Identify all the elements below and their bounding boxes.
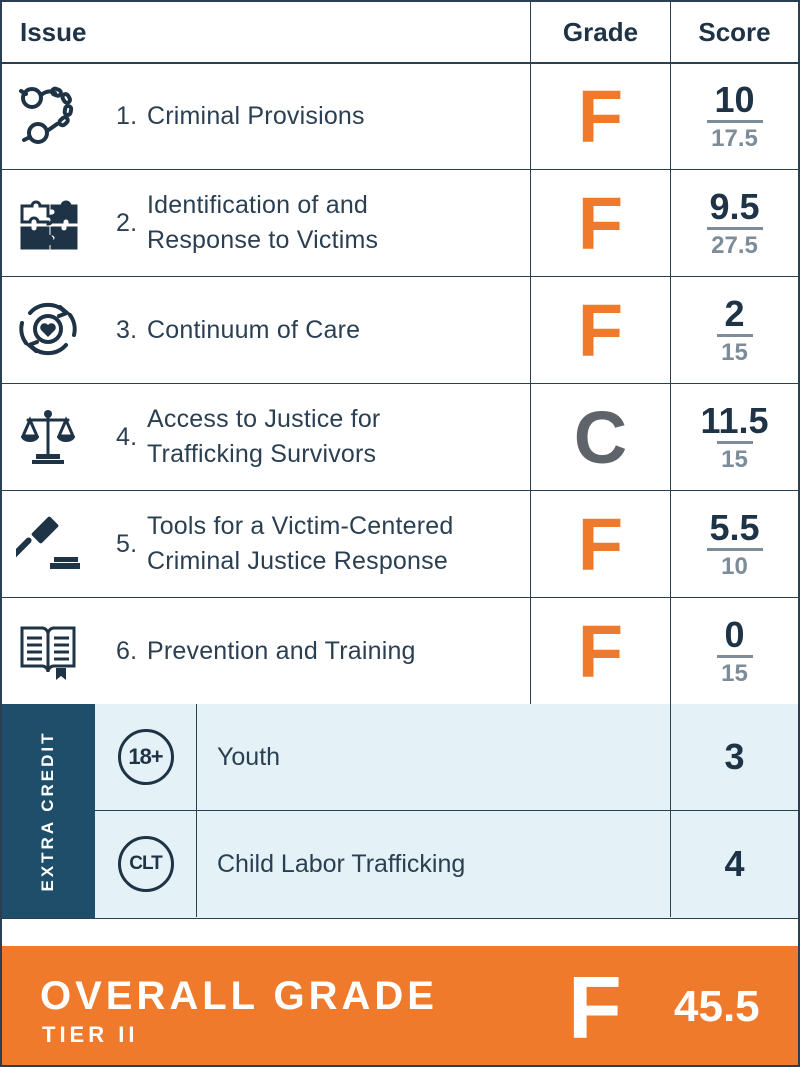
issue-grade: F — [530, 277, 670, 383]
issue-title-line-2: Trafficking Survivors — [147, 440, 377, 468]
gavel-icon — [5, 511, 80, 575]
issue-label: 4. Access to Justice for Trafficking Sur… — [116, 384, 516, 490]
issue-label: 3. Continuum of Care — [116, 277, 516, 383]
extra-credit-item-label: Child Labor Trafficking — [217, 849, 466, 878]
extra-credit-label: EXTRA CREDIT — [38, 730, 57, 892]
extra-credit-section: EXTRA CREDIT 18+ Youth 3 CLT Child Labor… — [2, 704, 798, 919]
table-header: Issue Grade Score — [2, 2, 798, 64]
score-earned: 11.5 — [700, 399, 769, 441]
issue-row-access-to-justice: 4. Access to Justice for Trafficking Sur… — [2, 384, 798, 491]
score-max: 10 — [721, 552, 748, 580]
score-max: 15 — [721, 659, 748, 687]
score-earned: 5.5 — [709, 506, 760, 548]
issue-row-tools-victim-centered: 5. Tools for a Victim-Centered Criminal … — [2, 491, 798, 598]
score-max: 15 — [721, 338, 748, 366]
score-earned: 2 — [724, 292, 745, 334]
issue-title: Criminal Provisions — [147, 101, 365, 130]
issue-number: 4. — [116, 422, 138, 451]
extra-credit-row-youth: 18+ Youth 3 — [95, 704, 798, 811]
issue-title: Prevention and Training — [147, 636, 416, 665]
issue-title-line-1: Access to Justice for — [147, 405, 381, 433]
overall-title: OVERALL GRADE — [40, 974, 438, 1018]
issue-score: 10 17.5 — [670, 63, 798, 169]
handcuffs-icon — [16, 83, 80, 147]
puzzle-icon — [16, 190, 80, 254]
issue-number: 1. — [116, 101, 138, 130]
scales-icon — [16, 404, 80, 468]
issue-number: 3. — [116, 315, 138, 344]
score-earned: 10 — [714, 78, 755, 120]
issue-score: 9.5 27.5 — [670, 170, 798, 276]
extra-credit-item-value: 3 — [670, 704, 798, 810]
score-max: 17.5 — [711, 124, 758, 152]
score-divider — [716, 654, 753, 658]
issue-grade: C — [530, 384, 670, 490]
issue-label: 2. Identification of and Response to Vic… — [116, 170, 516, 276]
badge-cell: CLT — [95, 811, 197, 917]
issue-label: 6. Prevention and Training — [116, 598, 516, 704]
overall-score: 45.5 — [674, 982, 760, 1031]
extra-credit-item-label: Youth — [217, 742, 281, 771]
issue-number: 2. — [116, 208, 138, 237]
issue-row-prevention-training: 6. Prevention and Training F 0 15 — [2, 598, 798, 705]
issue-number: 6. — [116, 636, 138, 665]
header-grade: Grade — [530, 2, 670, 62]
score-max: 27.5 — [711, 231, 758, 259]
header-score: Score — [670, 2, 798, 62]
score-earned: 9.5 — [709, 185, 760, 227]
score-divider — [706, 547, 763, 551]
issue-score: 2 15 — [670, 277, 798, 383]
issue-row-criminal-provisions: 1. Criminal Provisions F 10 17.5 — [2, 63, 798, 170]
extra-credit-row-child-labor: CLT Child Labor Trafficking 4 — [95, 811, 798, 917]
issue-grade: F — [530, 491, 670, 597]
extra-credit-item-value: 4 — [670, 811, 798, 917]
issue-title-line-1: Tools for a Victim-Centered — [147, 512, 454, 540]
badge-cell: 18+ — [95, 704, 197, 810]
issue-grade: F — [530, 598, 670, 704]
issue-row-identification-victims: 2. Identification of and Response to Vic… — [2, 170, 798, 277]
score-divider — [706, 226, 763, 230]
issue-title-line-1: Identification of and — [147, 191, 369, 219]
issue-title-line-2: Criminal Justice Response — [147, 547, 448, 575]
header-issue: Issue — [20, 16, 87, 47]
heart-cycle-icon — [16, 297, 80, 361]
issue-score: 5.5 10 — [670, 491, 798, 597]
issue-row-continuum-of-care: 3. Continuum of Care F 2 15 — [2, 277, 798, 384]
extra-credit-sidebar: EXTRA CREDIT — [2, 704, 95, 918]
clt-badge-icon: CLT — [117, 836, 174, 892]
issue-grade: F — [530, 63, 670, 169]
score-divider — [716, 440, 753, 444]
issue-label: 5. Tools for a Victim-Centered Criminal … — [116, 491, 516, 597]
issue-label: 1. Criminal Provisions — [116, 63, 516, 169]
overall-grade-banner: OVERALL GRADE TIER II F 45.5 — [2, 946, 798, 1065]
overall-grade: F — [568, 958, 622, 1057]
issue-grade: F — [530, 170, 670, 276]
issue-number: 5. — [116, 529, 138, 558]
issue-score: 0 15 — [670, 598, 798, 704]
issue-title-line-2: Response to Victims — [147, 226, 379, 254]
score-earned: 0 — [724, 613, 745, 655]
book-icon — [16, 618, 80, 682]
issue-score: 11.5 15 — [670, 384, 798, 490]
score-divider — [716, 333, 753, 337]
issue-title: Continuum of Care — [147, 315, 361, 344]
youth-badge-icon: 18+ — [117, 729, 174, 785]
score-max: 15 — [721, 445, 748, 473]
score-divider — [706, 119, 763, 123]
overall-tier: TIER II — [42, 1022, 139, 1047]
